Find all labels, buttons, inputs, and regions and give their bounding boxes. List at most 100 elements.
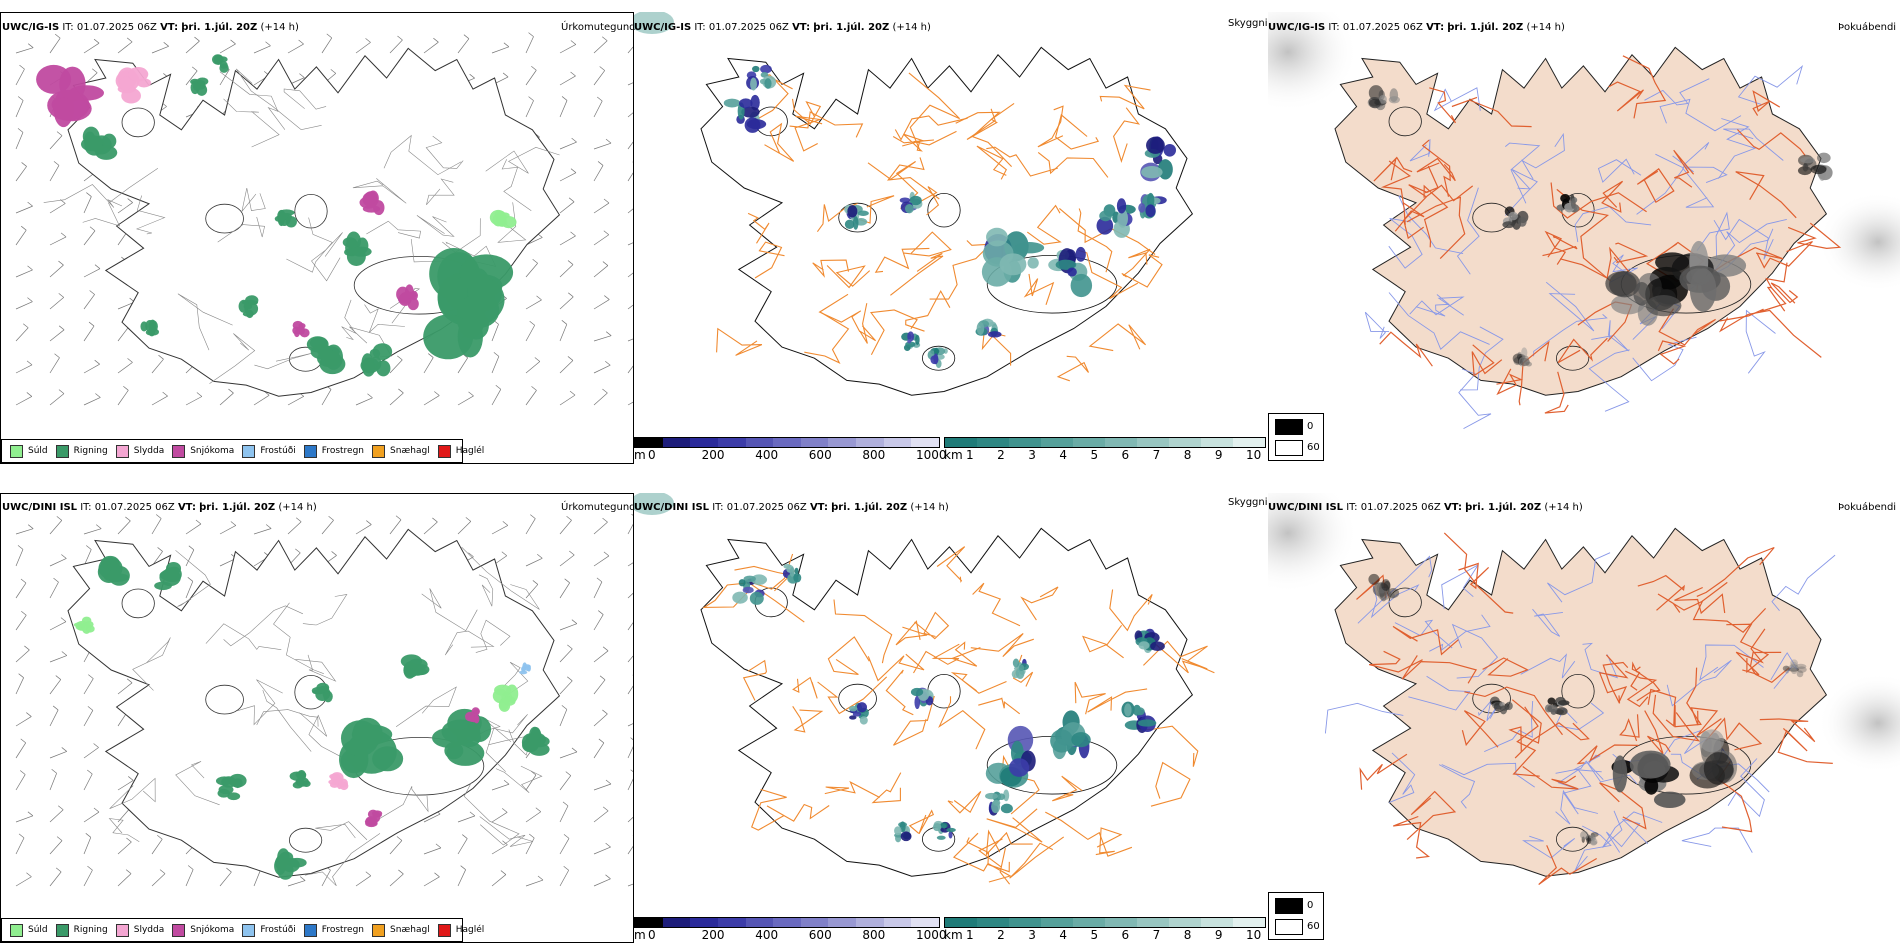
wind-barb xyxy=(593,234,610,246)
precip-cell xyxy=(473,709,480,714)
road-line xyxy=(1630,661,1641,691)
road-line xyxy=(1409,139,1431,162)
wind-barb-feather xyxy=(605,874,611,880)
visibility-cell xyxy=(743,575,756,583)
wind-barb xyxy=(423,847,442,855)
wind-barb xyxy=(627,172,633,182)
road-line xyxy=(485,714,528,772)
precip-cell xyxy=(316,682,330,693)
fog-index-cell xyxy=(1686,268,1711,286)
fog-index-cell xyxy=(1586,837,1592,845)
wind-barb xyxy=(559,324,568,342)
precip-cell xyxy=(238,299,250,313)
it-value: 01.07.2025 06Z xyxy=(94,502,175,513)
model-name: UWC/IG-IS xyxy=(1268,22,1326,33)
wind-barb xyxy=(49,679,62,695)
visibility-cell xyxy=(723,98,741,108)
wind-barb-feather xyxy=(87,865,93,871)
wind-barb-feather xyxy=(365,871,372,877)
road-line xyxy=(1045,811,1133,857)
wind-barb-feather xyxy=(567,676,573,682)
wind-barb-feather xyxy=(157,834,163,840)
road-line xyxy=(1394,619,1453,649)
wind-barb xyxy=(15,549,24,567)
visibility-cell xyxy=(948,830,953,839)
wind-barb xyxy=(253,528,272,535)
visibility-cell xyxy=(794,567,799,575)
wind-barb xyxy=(559,141,577,150)
visibility-cell xyxy=(1163,143,1177,157)
wind-barb-feather xyxy=(529,320,535,326)
wind-barb-feather xyxy=(54,33,61,39)
road-line xyxy=(1150,761,1191,807)
wind-barb xyxy=(49,520,63,535)
visibility-cell xyxy=(848,705,858,712)
wind-barb xyxy=(525,837,535,855)
wind-barb xyxy=(593,364,611,374)
road-line xyxy=(209,333,256,384)
wind-barb-feather xyxy=(605,138,612,144)
road-line xyxy=(426,178,455,205)
it-label: IT: xyxy=(80,502,92,513)
wind-barb xyxy=(83,773,93,791)
wind-barb-feather xyxy=(155,514,162,519)
road-line xyxy=(966,837,1012,883)
vis-title: Skyggni xyxy=(1228,497,1268,508)
wind-barb xyxy=(83,363,100,374)
wind-barb xyxy=(491,874,507,887)
wind-barb-feather xyxy=(20,578,27,584)
wind-barb-feather xyxy=(158,354,164,360)
wind-barb-feather xyxy=(531,386,537,391)
wind-barb-feather xyxy=(95,393,101,398)
bar-segment xyxy=(1137,918,1169,927)
road-line xyxy=(395,686,457,728)
wind-barb-feather xyxy=(187,577,194,582)
wind-barb-feather xyxy=(537,554,543,559)
road-line xyxy=(894,115,968,141)
precip-cell xyxy=(361,353,374,373)
wind-barb xyxy=(83,397,101,406)
wind-barb-feather xyxy=(434,872,440,878)
wind-barb xyxy=(525,774,537,791)
wind-barb xyxy=(117,41,133,54)
vt-label: VT: xyxy=(160,22,179,33)
road-line xyxy=(1657,340,1687,365)
legend-swatch xyxy=(372,444,386,458)
wind-barb-feather xyxy=(299,73,305,78)
vis-tick-label: 6 xyxy=(1121,448,1130,462)
fog-index-cell xyxy=(1784,666,1790,674)
sea-fog xyxy=(634,493,674,515)
visibility-cell xyxy=(1138,203,1146,213)
road-line xyxy=(1458,562,1490,590)
visibility-cell xyxy=(985,792,998,800)
vis-tick-label: 8 xyxy=(1183,928,1192,942)
wind-barb xyxy=(627,523,633,535)
vis-unit: km xyxy=(944,448,963,462)
road-line xyxy=(950,672,1007,694)
cloud-panel-ig xyxy=(1268,12,1900,452)
precip-cell xyxy=(145,329,155,336)
road-line xyxy=(895,620,928,646)
vt-label: VT: xyxy=(809,502,828,513)
panel-header: UWC/IG-IS IT: 01.07.2025 06Z VT: þri. 1.… xyxy=(1268,22,1565,34)
wind-barb-feather xyxy=(395,515,402,521)
lead-time: (+14 h) xyxy=(1526,22,1565,33)
bar-segment xyxy=(911,438,940,447)
visibility-cell xyxy=(1018,664,1025,671)
road-line xyxy=(858,195,895,224)
fog-index-cell xyxy=(1580,830,1589,840)
wind-barb xyxy=(117,780,134,791)
wind-barb xyxy=(457,357,468,374)
road-line xyxy=(1460,326,1504,391)
legend-label: Frostúði xyxy=(260,925,296,935)
road-line xyxy=(1037,151,1109,178)
wind-barb xyxy=(559,838,570,855)
fog-index-cell xyxy=(1795,663,1807,670)
road-line xyxy=(235,68,322,131)
wind-barb xyxy=(49,165,60,182)
bar-segment xyxy=(1169,918,1201,927)
wind-barb-feather xyxy=(21,225,27,231)
road-line xyxy=(364,304,405,333)
road-line xyxy=(425,135,464,169)
wind-barb-feather xyxy=(24,645,30,651)
